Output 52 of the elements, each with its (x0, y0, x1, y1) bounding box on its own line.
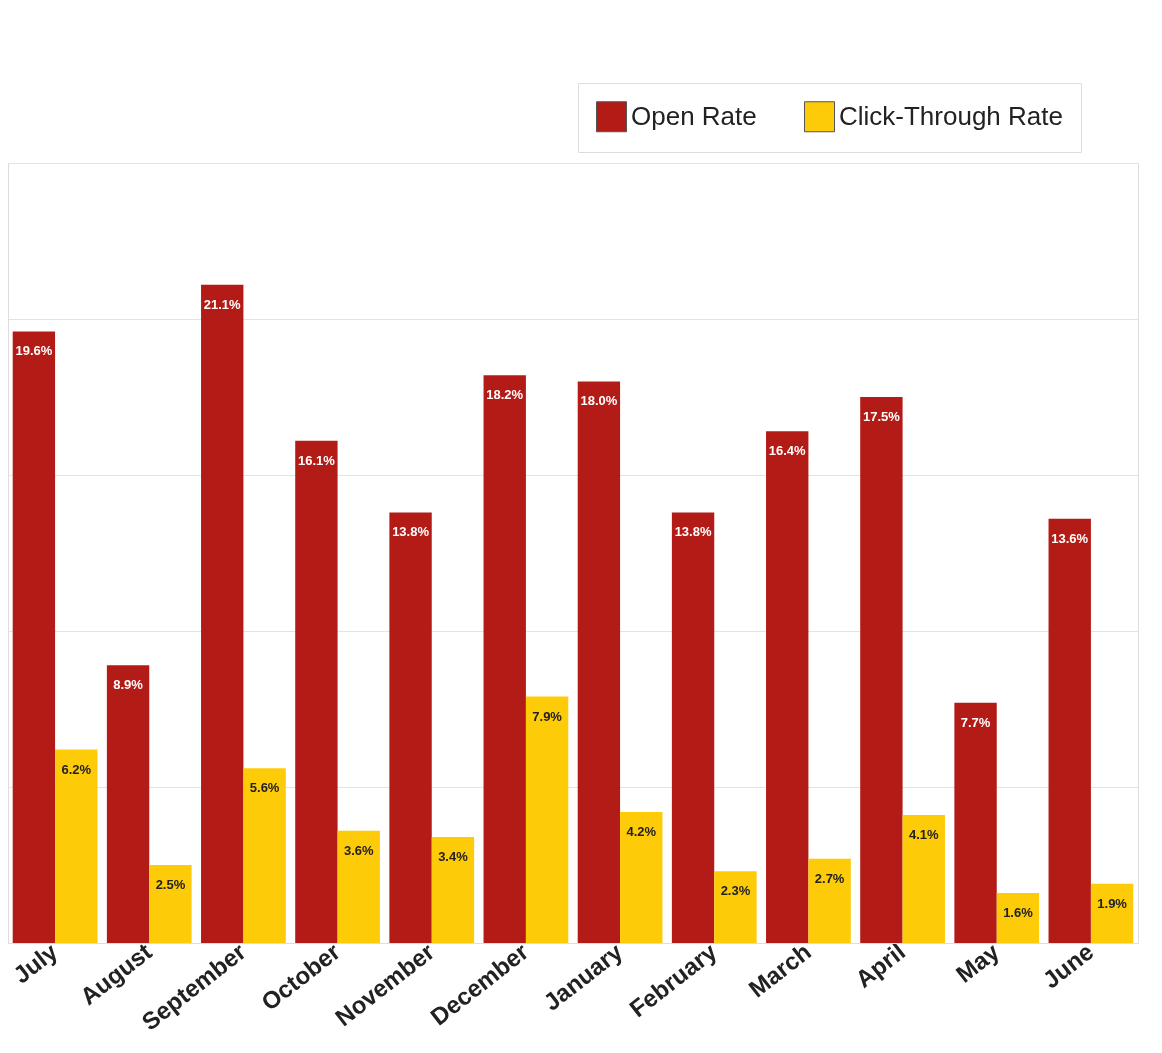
bar (860, 397, 903, 943)
data-label: 1.9% (1097, 895, 1128, 911)
bar (808, 858, 851, 943)
bar (714, 871, 757, 943)
bar (389, 512, 432, 943)
data-label: 2.7% (814, 870, 845, 886)
bar (525, 696, 569, 943)
legend-label: Open Rate (631, 100, 757, 131)
bar (996, 893, 1040, 943)
data-label: 13.8% (674, 524, 712, 540)
data-label: 2.5% (155, 877, 186, 892)
bar (431, 836, 475, 943)
legend-label: Click-Through Rate (839, 100, 1063, 131)
data-label: 7.9% (532, 708, 563, 724)
data-label: 18.2% (486, 387, 524, 403)
data-label: 4.1% (908, 827, 940, 843)
bar (295, 440, 338, 943)
data-label: 16.1% (297, 452, 336, 468)
bar (55, 749, 98, 943)
bar (1090, 883, 1134, 943)
bar (243, 768, 286, 943)
bar (106, 665, 150, 943)
data-label: 6.2% (61, 761, 92, 777)
data-label: 16.4% (768, 443, 807, 459)
data-label: 8.9% (113, 677, 144, 693)
data-label: 2.3% (720, 883, 751, 899)
data-label: 1.6% (1003, 905, 1034, 921)
x-tick-label: May (950, 937, 1005, 988)
bar (671, 512, 715, 943)
data-label: 5.6% (249, 780, 280, 796)
x-tick-label: July (8, 937, 63, 989)
data-label: 7.7% (960, 714, 991, 730)
data-label: 13.6% (1051, 530, 1089, 546)
bar (620, 811, 663, 943)
data-label: 21.1% (203, 296, 242, 312)
bar (12, 331, 56, 943)
data-label: 13.8% (392, 524, 430, 540)
bar (201, 284, 244, 943)
data-label: 3.6% (343, 842, 375, 858)
data-label: 17.5% (862, 409, 901, 424)
bar (766, 431, 809, 943)
bar (149, 865, 192, 943)
data-label: 18.0% (580, 393, 618, 409)
bar (1048, 518, 1091, 943)
data-label: 3.4% (438, 848, 469, 864)
bar (954, 702, 997, 943)
data-label: 4.2% (626, 823, 657, 839)
bar (902, 815, 945, 943)
bar (337, 830, 380, 943)
bar (577, 381, 621, 943)
data-label: 19.6% (15, 343, 53, 359)
bar (483, 375, 526, 943)
